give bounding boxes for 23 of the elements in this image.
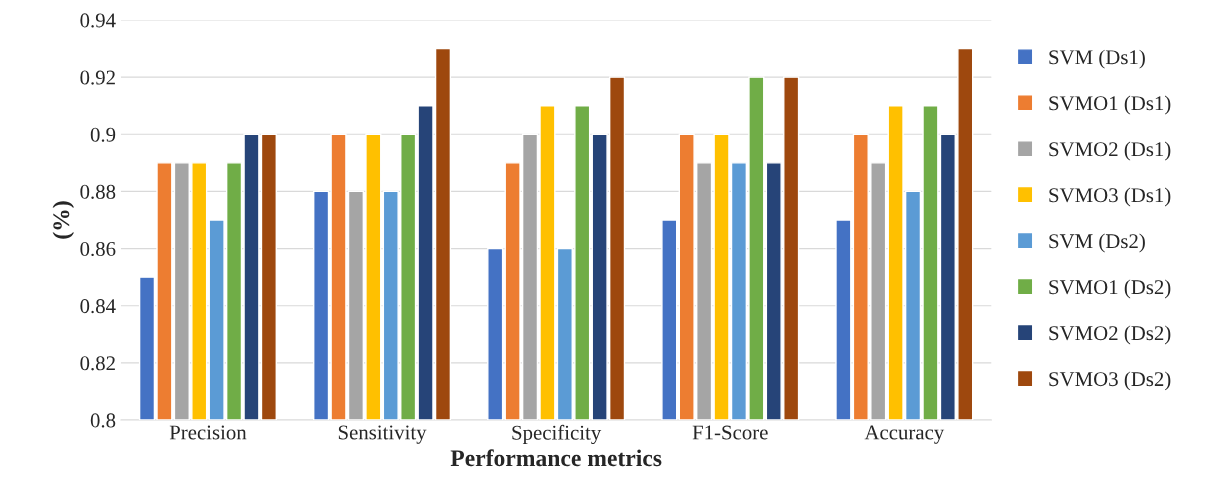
y-tick-label: 0.9 <box>90 127 116 142</box>
y-tick-label: 0.84 <box>80 299 116 314</box>
y-tick-label: 0.92 <box>80 70 115 85</box>
y-tick-label: 0.94 <box>80 13 116 28</box>
y-tick-label: 0.88 <box>80 184 116 199</box>
legend-label: SVMO2 (Ds2) <box>1049 325 1171 345</box>
x-tick-label: F1-Score <box>692 425 768 440</box>
x-tick-label: Specificity <box>512 424 602 445</box>
x-tick-label: Accuracy <box>864 425 945 444</box>
legend-label: SVMO1 (Ds1) <box>1049 95 1171 115</box>
x-axis-title: Performance metrics <box>450 449 662 467</box>
y-tick-label: 0.82 <box>80 356 115 371</box>
legend-label: SVM (Ds2) <box>1049 233 1145 253</box>
legend-label: SVMO3 (Ds1) <box>1049 187 1171 207</box>
y-axis-title: (%) <box>52 201 75 239</box>
y-tick-label: 0.86 <box>80 241 116 257</box>
legend-label: SVMO2 (Ds1) <box>1049 141 1171 161</box>
legend-label: SVM (Ds1) <box>1049 49 1145 69</box>
y-tick-label: 0.8 <box>90 413 116 428</box>
x-tick-label: Precision <box>169 425 247 440</box>
legend-label: SVMO3 (Ds2) <box>1049 371 1171 391</box>
legend-label: SVMO1 (Ds2) <box>1049 279 1171 299</box>
x-tick-label: Sensitivity <box>338 425 427 444</box>
